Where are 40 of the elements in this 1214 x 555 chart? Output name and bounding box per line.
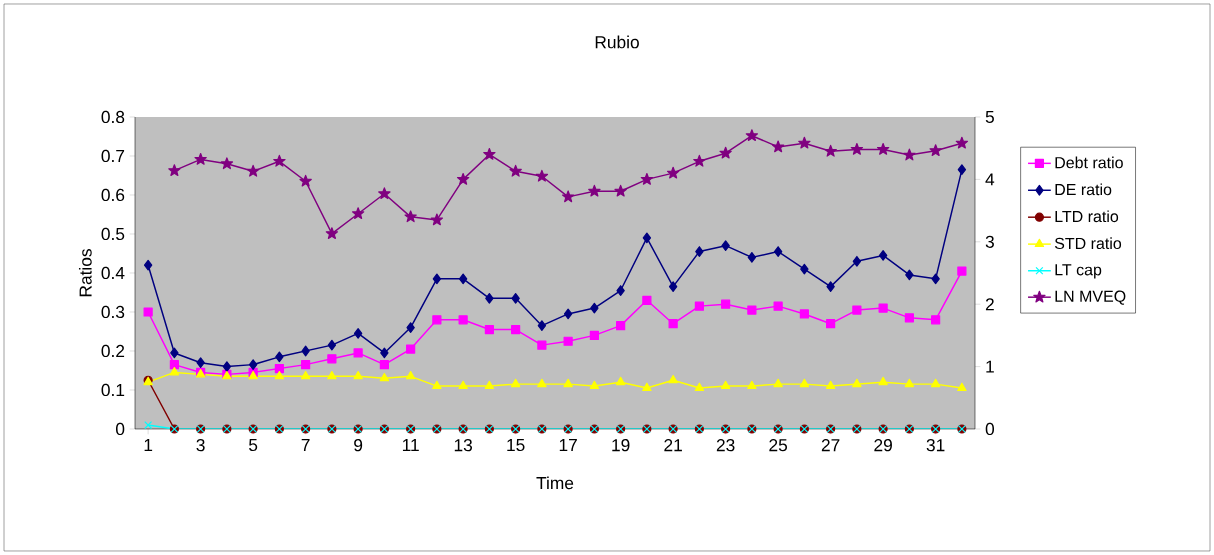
x-tick-label: 1 — [144, 439, 153, 451]
y2-tick-label: 2 — [985, 298, 994, 311]
y-tick-label: 0.8 — [101, 110, 125, 124]
x-tick-label: 25 — [769, 439, 788, 452]
x-tick-label: 5 — [249, 439, 258, 452]
y-axis-title: Ratios — [78, 249, 92, 297]
y-tick-label: 0 — [115, 422, 125, 436]
x-axis-title: Time — [536, 476, 574, 490]
y2-tick-label: 3 — [985, 235, 994, 248]
x-tick-label: 9 — [354, 439, 363, 452]
x-tick-label: 23 — [716, 439, 735, 452]
y2-tick-label: 0 — [985, 422, 995, 436]
legend-label: LN MVEQ — [1055, 290, 1126, 305]
y-tick-label: 0.3 — [101, 305, 125, 319]
legend-label: STD ratio — [1054, 237, 1122, 250]
x-tick-label: 3 — [196, 439, 205, 452]
y2-tick-label: 4 — [985, 173, 995, 186]
y-tick-label: 0.7 — [101, 149, 125, 163]
y-tick-label: 0.1 — [101, 383, 125, 397]
x-tick-label: 15 — [507, 439, 525, 452]
y2-tick-label: 5 — [985, 110, 994, 124]
x-tick-label: 19 — [612, 439, 630, 452]
y-tick-label: 0.5 — [101, 227, 125, 241]
legend-label: LT cap — [1055, 264, 1102, 279]
legend-label: Debt ratio — [1055, 156, 1123, 169]
x-tick-label: 27 — [821, 439, 840, 452]
x-tick-label: 17 — [559, 439, 577, 451]
x-tick-label: 11 — [402, 439, 419, 451]
x-tick-label: 31 — [926, 439, 945, 452]
x-tick-label: 29 — [874, 439, 892, 452]
y-tick-label: 0.6 — [101, 188, 125, 202]
x-tick-label: 13 — [454, 439, 473, 452]
y-tick-label: 0.2 — [101, 344, 125, 358]
y2-tick-label: 1 — [986, 360, 994, 373]
legend-label: LTD ratio — [1055, 210, 1119, 223]
x-tick-label: 7 — [301, 439, 310, 451]
y-tick-label: 0.4 — [101, 266, 125, 280]
legend-label: DE ratio — [1055, 183, 1112, 196]
x-tick-label: 21 — [664, 439, 682, 452]
chart-title: Rubio — [595, 35, 639, 49]
